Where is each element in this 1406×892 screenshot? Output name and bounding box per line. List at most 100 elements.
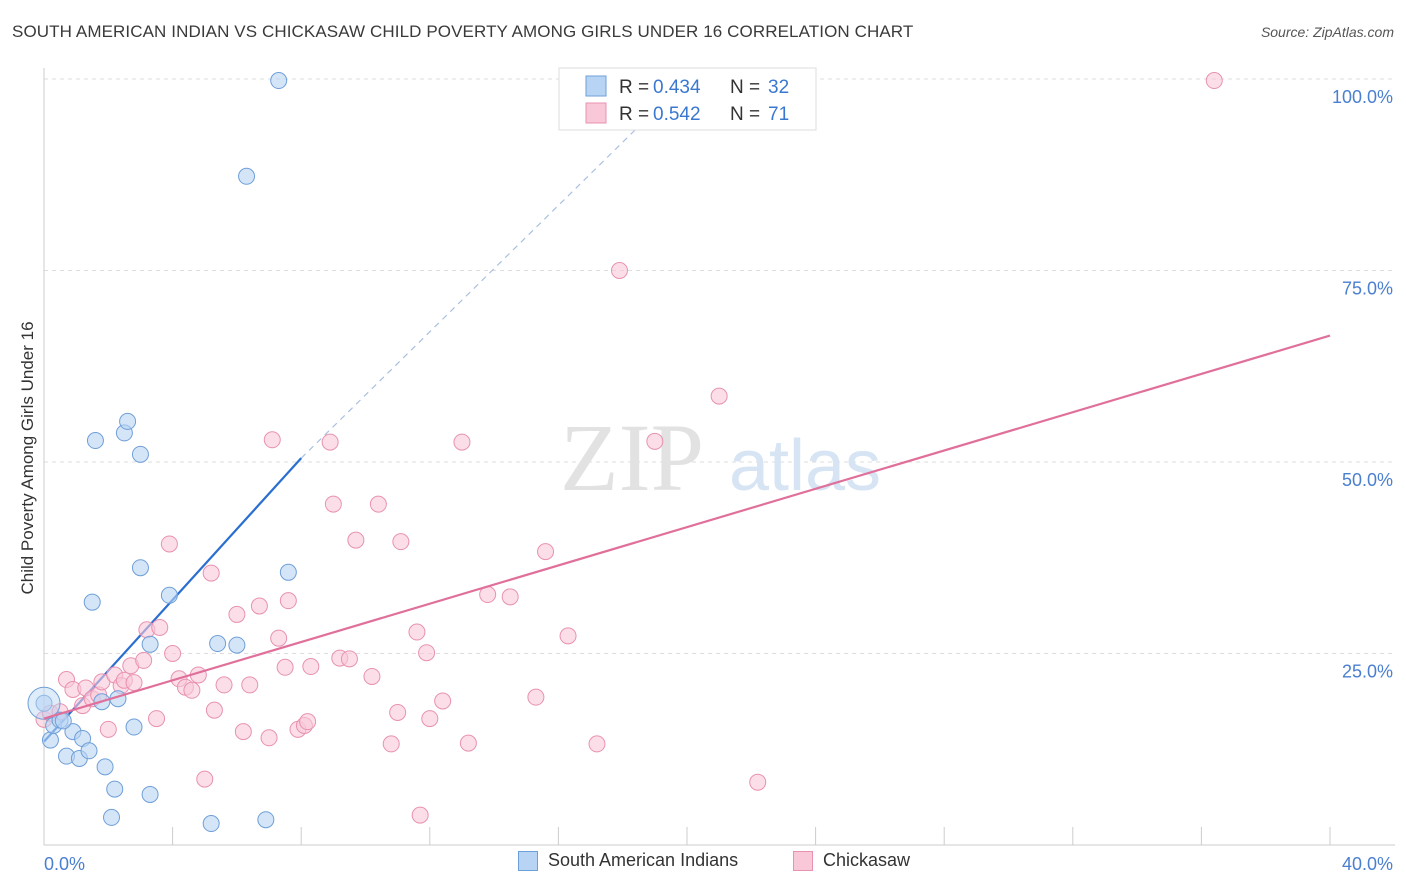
data-point-chickasaw bbox=[263, 431, 281, 449]
y-tick-label: 75.0% bbox=[1342, 279, 1393, 299]
data-point-chickasaw bbox=[250, 597, 268, 615]
legend-item-south-american-indians[interactable]: South American Indians bbox=[518, 850, 738, 871]
data-point-south-american-indians bbox=[131, 445, 149, 463]
data-point-chickasaw bbox=[1205, 72, 1223, 90]
data-point-chickasaw bbox=[183, 681, 201, 699]
watermark: ZIP atlas bbox=[560, 404, 881, 511]
x-tick-label-max: 40.0% bbox=[1342, 854, 1393, 874]
x-tick-label-min: 0.0% bbox=[44, 854, 85, 874]
axes-layer bbox=[43, 68, 1395, 846]
data-point-chickasaw bbox=[276, 658, 294, 676]
data-point-chickasaw bbox=[135, 651, 153, 669]
data-point-chickasaw bbox=[347, 531, 365, 549]
data-point-south-american-indians bbox=[160, 586, 178, 604]
data-point-chickasaw bbox=[610, 262, 628, 279]
data-point-cluster bbox=[27, 686, 61, 720]
data-point-chickasaw bbox=[205, 701, 223, 719]
data-point-south-american-indians bbox=[209, 635, 227, 653]
data-point-south-american-indians bbox=[106, 780, 124, 798]
stats-swatch-blue bbox=[585, 75, 607, 97]
stats-n-label-blue: N = bbox=[730, 77, 760, 98]
data-point-chickasaw bbox=[501, 588, 519, 606]
data-point-chickasaw bbox=[228, 605, 246, 623]
data-point-chickasaw bbox=[363, 667, 381, 685]
data-point-chickasaw bbox=[588, 735, 606, 753]
data-point-south-american-indians bbox=[96, 758, 114, 776]
data-point-chickasaw bbox=[340, 650, 358, 668]
data-point-chickasaw bbox=[646, 432, 664, 450]
legend-item-chickasaw[interactable]: Chickasaw bbox=[793, 850, 910, 871]
watermark-zip: ZIP bbox=[560, 404, 704, 511]
data-point-chickasaw bbox=[434, 692, 452, 710]
data-point-chickasaw bbox=[321, 433, 339, 451]
stats-n-label-pink: N = bbox=[730, 104, 760, 125]
data-point-chickasaw bbox=[260, 729, 278, 747]
data-point-south-american-indians bbox=[270, 72, 288, 90]
data-point-south-american-indians bbox=[119, 412, 137, 430]
watermark-atlas: atlas bbox=[729, 426, 881, 506]
stats-r-value-blue: 0.434 bbox=[653, 77, 701, 98]
data-point-south-american-indians bbox=[238, 167, 256, 185]
data-point-chickasaw bbox=[215, 676, 233, 694]
data-point-south-american-indians bbox=[202, 815, 220, 833]
data-point-chickasaw bbox=[749, 773, 767, 791]
stats-r-value-pink: 0.542 bbox=[653, 104, 701, 125]
legend-swatch-blue bbox=[518, 850, 538, 871]
y-axis-label: Child Poverty Among Girls Under 16 bbox=[18, 321, 37, 594]
data-point-chickasaw bbox=[459, 734, 477, 752]
data-point-south-american-indians bbox=[83, 593, 101, 611]
data-point-chickasaw bbox=[302, 658, 320, 676]
data-point-chickasaw bbox=[164, 645, 182, 662]
data-point-chickasaw bbox=[421, 710, 439, 728]
data-point-chickasaw bbox=[453, 433, 471, 451]
y-tick-label: 50.0% bbox=[1342, 470, 1393, 490]
data-point-south-american-indians bbox=[141, 635, 159, 653]
tick-labels: 25.0% 50.0% 75.0% 100.0% 0.0% 40.0% bbox=[44, 87, 1393, 874]
stats-n-value-pink: 71 bbox=[768, 104, 789, 125]
points-south-american-indians bbox=[27, 72, 297, 833]
legend-swatch-pink bbox=[793, 850, 813, 871]
stats-r-label-blue: R = bbox=[619, 77, 649, 98]
data-point-chickasaw bbox=[99, 720, 117, 738]
data-point-chickasaw bbox=[389, 703, 407, 721]
data-point-south-american-indians bbox=[257, 811, 275, 829]
y-tick-label: 25.0% bbox=[1342, 662, 1393, 682]
data-point-south-american-indians bbox=[41, 731, 59, 749]
data-point-chickasaw bbox=[196, 770, 214, 788]
data-point-south-american-indians bbox=[131, 559, 149, 577]
stats-swatch-pink bbox=[585, 102, 607, 124]
data-point-chickasaw bbox=[160, 535, 178, 553]
data-point-chickasaw bbox=[418, 644, 436, 662]
data-point-chickasaw bbox=[148, 710, 166, 728]
stats-legend: R = 0.434 N = 32 R = 0.542 N = 71 bbox=[558, 67, 817, 131]
trend-line-pink bbox=[43, 334, 1331, 720]
data-point-south-american-indians bbox=[86, 432, 104, 450]
data-point-chickasaw bbox=[369, 495, 387, 513]
trend-chickasaw bbox=[43, 334, 1331, 720]
data-point-south-american-indians bbox=[141, 785, 159, 803]
data-point-south-american-indians bbox=[80, 742, 98, 760]
data-point-chickasaw bbox=[270, 629, 288, 647]
chart-source: Source: ZipAtlas.com bbox=[1260, 24, 1394, 40]
data-point-chickasaw bbox=[710, 387, 728, 405]
data-point-chickasaw bbox=[279, 592, 297, 610]
data-point-chickasaw bbox=[537, 543, 555, 561]
grid-layer bbox=[44, 78, 1395, 654]
bottom-legend: South American Indians Chickasaw bbox=[0, 850, 1406, 880]
data-point-south-american-indians bbox=[103, 808, 121, 826]
data-point-chickasaw bbox=[125, 674, 143, 692]
data-point-chickasaw bbox=[411, 806, 429, 824]
data-point-south-american-indians bbox=[35, 694, 53, 712]
data-point-south-american-indians bbox=[228, 636, 246, 654]
data-point-chickasaw bbox=[202, 564, 220, 582]
points-chickasaw bbox=[35, 72, 1223, 824]
data-point-chickasaw bbox=[392, 533, 410, 551]
data-point-chickasaw bbox=[151, 618, 169, 636]
legend-label-chickasaw: Chickasaw bbox=[823, 850, 911, 870]
y-tick-label: 100.0% bbox=[1332, 87, 1393, 107]
data-point-south-american-indians bbox=[125, 718, 143, 736]
stats-n-value-blue: 32 bbox=[768, 77, 789, 98]
data-point-chickasaw bbox=[324, 495, 342, 513]
data-point-south-american-indians bbox=[279, 563, 297, 581]
